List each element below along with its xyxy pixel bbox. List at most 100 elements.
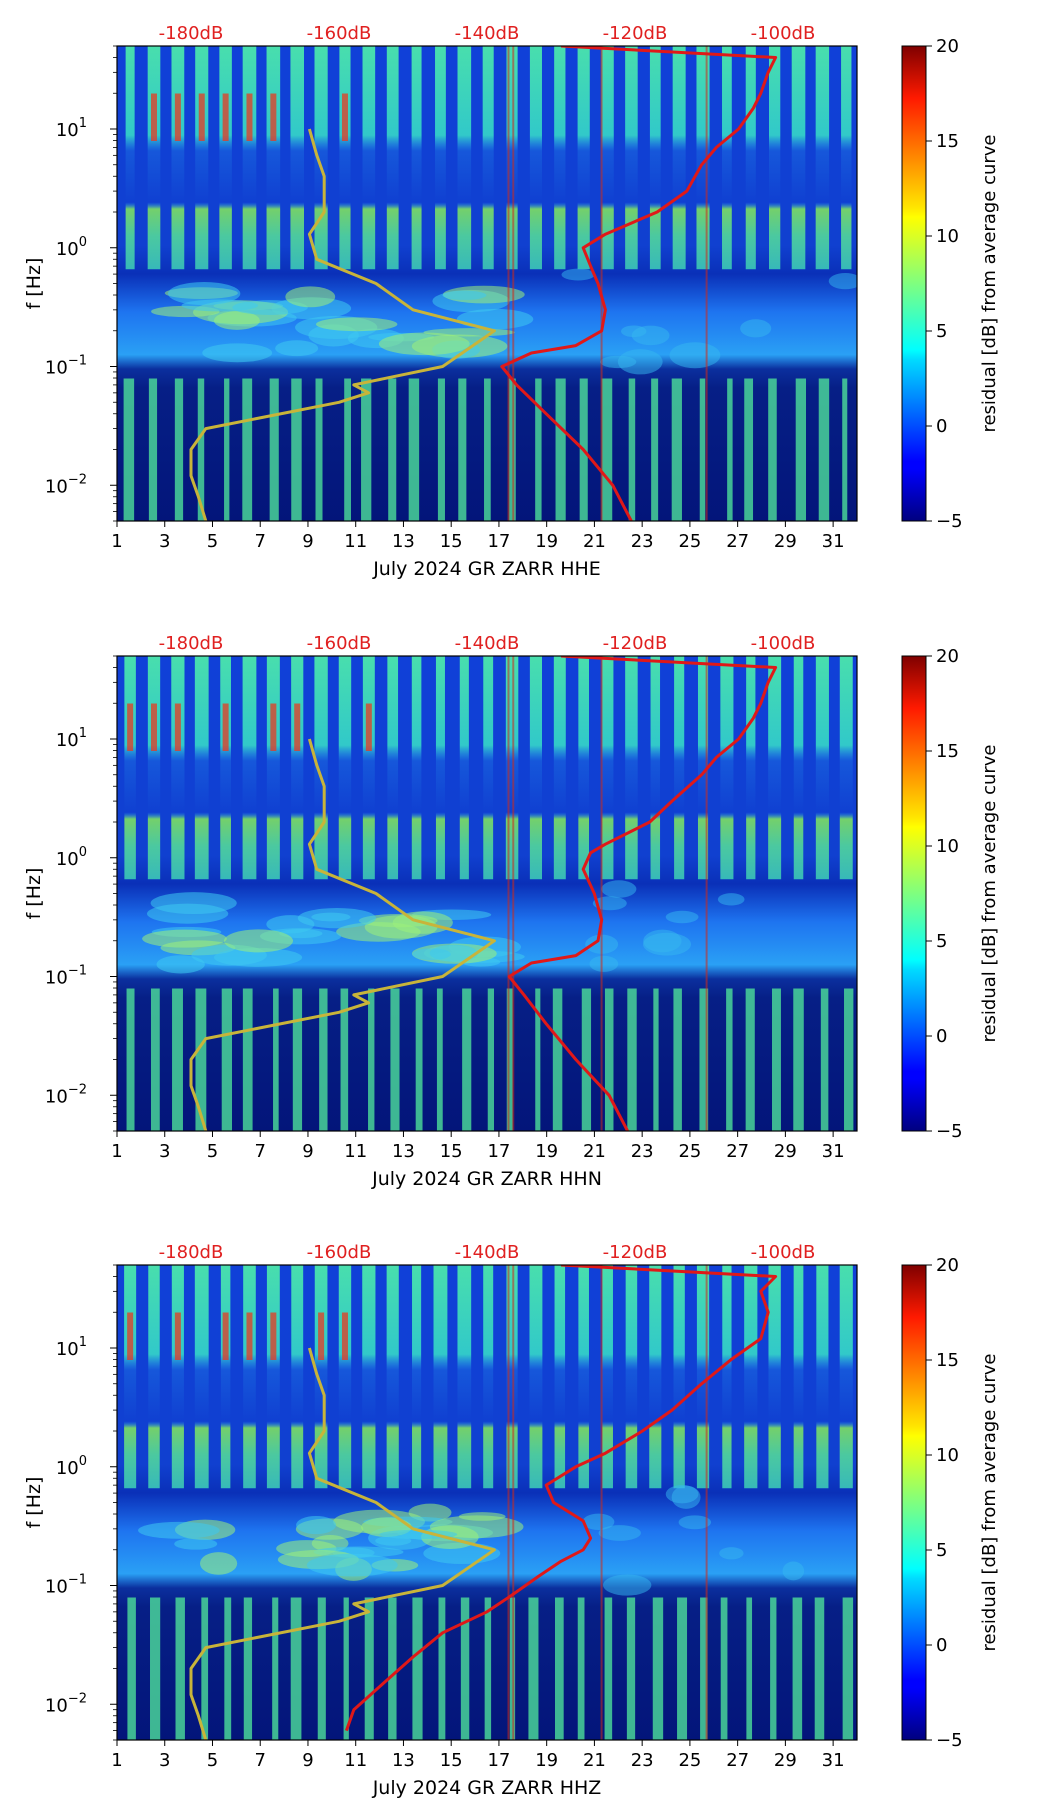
day-stripe-low: [700, 1597, 708, 1740]
day-stripe: [339, 46, 351, 270]
x-tick-label: 15: [440, 531, 463, 552]
x-tick-label: 25: [678, 531, 701, 552]
day-stripe-low: [814, 1597, 825, 1740]
day-stripe-low: [577, 1597, 585, 1740]
hot-band: [294, 703, 301, 751]
microseism-patch: [603, 1574, 652, 1596]
day-stripe: [483, 656, 494, 880]
x-tick-label: 15: [440, 1141, 463, 1162]
day-stripe-low: [626, 1597, 636, 1740]
microseism-patch: [678, 1515, 712, 1530]
x-tick-label: 9: [302, 531, 313, 552]
x-tick-label: 5: [207, 531, 218, 552]
hot-band: [341, 93, 348, 141]
day-stripe: [602, 1265, 613, 1489]
day-stripe-low: [818, 378, 830, 521]
microseism-patch: [669, 342, 721, 369]
day-stripe: [362, 46, 376, 270]
day-stripe-low: [344, 378, 351, 521]
day-stripe-low: [604, 988, 614, 1131]
day-stripe: [124, 656, 136, 880]
x-tick-label: 13: [392, 531, 415, 552]
colorbar-tick-label: 0: [936, 1026, 947, 1047]
day-stripe: [578, 1265, 589, 1489]
colorbar-tick-label: 20: [936, 646, 959, 667]
day-stripe-low: [175, 1597, 185, 1740]
colorbar: −5 0 5 10 15 20 residual [dB] from average cur…: [901, 646, 1000, 1142]
day-stripe-low: [745, 988, 755, 1131]
day-stripe: [435, 656, 445, 880]
colorbar-tick-label: −5: [936, 1121, 963, 1142]
x-tick-label: 3: [159, 1750, 170, 1771]
day-stripe: [219, 46, 232, 270]
day-stripe-low: [361, 378, 372, 521]
x-tick-label: 29: [774, 1141, 797, 1162]
day-stripe: [722, 1265, 732, 1489]
day-stripe: [411, 46, 422, 270]
hot-band: [270, 93, 277, 141]
plot-area: [117, 656, 857, 1131]
hot-band: [246, 1312, 253, 1360]
microseism-patch: [297, 907, 376, 929]
day-stripe-low: [340, 988, 349, 1131]
microseism-patch: [740, 319, 772, 338]
day-stripe: [411, 656, 422, 880]
x-tick-label: 7: [254, 1141, 265, 1162]
microseism-patch: [174, 1538, 218, 1550]
day-stripe: [506, 46, 518, 270]
day-stripe: [194, 1265, 209, 1489]
x-tick-label: 1: [111, 531, 122, 552]
day-stripe: [266, 1265, 280, 1489]
hot-band: [174, 703, 181, 751]
x-tick-label: 19: [535, 1750, 558, 1771]
day-stripe-low: [506, 988, 513, 1131]
day-stripe-low: [487, 988, 495, 1131]
day-stripe: [266, 46, 281, 270]
hot-band: [174, 93, 181, 141]
microseism-patch: [167, 282, 241, 306]
day-stripe: [793, 1265, 804, 1489]
day-stripe-low: [771, 988, 781, 1131]
day-stripe: [650, 656, 661, 880]
day-stripe-low: [671, 378, 682, 521]
noise-model-curve: [189, 1347, 496, 1740]
day-stripe: [769, 46, 781, 270]
day-stripe: [793, 656, 804, 880]
day-stripe: [625, 656, 638, 880]
x-tick-label: 9: [302, 1141, 313, 1162]
day-stripe-low: [535, 988, 541, 1131]
hot-band: [198, 93, 205, 141]
y-tick-label: 10−2: [45, 1082, 87, 1107]
plot-area: [117, 1265, 857, 1740]
day-stripe-low: [770, 1597, 777, 1740]
average-psd-curve: [500, 46, 778, 521]
day-stripe-low: [221, 988, 233, 1131]
day-stripe: [506, 1265, 518, 1489]
hot-band: [222, 93, 229, 141]
day-stripe: [125, 46, 135, 270]
db-axis-label: -180dB: [159, 1242, 224, 1263]
db-axis-label: -140dB: [455, 633, 520, 654]
x-tick-label: 5: [207, 1750, 218, 1771]
microseism-patch: [199, 1552, 238, 1575]
microseism-patch: [223, 929, 294, 953]
colorbar: −5 0 5 10 15 20 residual [dB] from average cur…: [901, 36, 1000, 532]
colorbar-tick-label: 10: [936, 226, 959, 247]
db-axis-label: -160dB: [307, 1242, 372, 1263]
day-stripe: [744, 1265, 758, 1489]
x-tick-label: 25: [678, 1141, 701, 1162]
day-stripe: [362, 1265, 376, 1489]
hot-band: [246, 93, 253, 141]
x-tick-label: 19: [535, 1141, 558, 1162]
y-tick-label: 10−2: [45, 1691, 87, 1716]
day-stripe-low: [552, 988, 563, 1131]
day-stripe-low: [653, 988, 659, 1131]
colorbar-gradient: [901, 45, 927, 522]
day-stripe: [290, 46, 305, 270]
microseism-patch: [717, 893, 745, 906]
day-stripe: [220, 1265, 231, 1489]
day-stripe: [601, 46, 614, 270]
day-stripe: [338, 656, 352, 880]
